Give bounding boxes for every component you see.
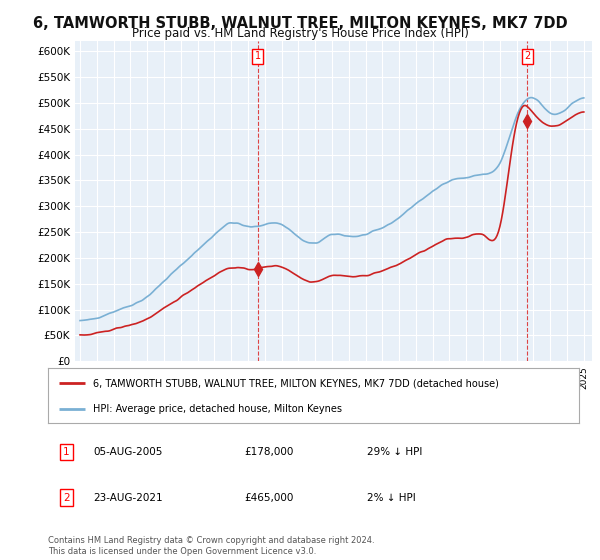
Text: 2: 2	[524, 52, 530, 62]
Text: 2% ↓ HPI: 2% ↓ HPI	[367, 493, 415, 502]
Text: Price paid vs. HM Land Registry's House Price Index (HPI): Price paid vs. HM Land Registry's House …	[131, 27, 469, 40]
Text: 2: 2	[63, 493, 70, 502]
Text: £465,000: £465,000	[244, 493, 294, 502]
Text: 6, TAMWORTH STUBB, WALNUT TREE, MILTON KEYNES, MK7 7DD: 6, TAMWORTH STUBB, WALNUT TREE, MILTON K…	[32, 16, 568, 31]
Text: 29% ↓ HPI: 29% ↓ HPI	[367, 447, 422, 457]
Text: £178,000: £178,000	[244, 447, 294, 457]
Text: HPI: Average price, detached house, Milton Keynes: HPI: Average price, detached house, Milt…	[93, 404, 342, 414]
Text: 1: 1	[254, 52, 261, 62]
Text: 1: 1	[63, 447, 70, 457]
Text: 05-AUG-2005: 05-AUG-2005	[93, 447, 163, 457]
Text: 6, TAMWORTH STUBB, WALNUT TREE, MILTON KEYNES, MK7 7DD (detached house): 6, TAMWORTH STUBB, WALNUT TREE, MILTON K…	[93, 379, 499, 388]
Text: Contains HM Land Registry data © Crown copyright and database right 2024.
This d: Contains HM Land Registry data © Crown c…	[48, 536, 374, 556]
Text: 23-AUG-2021: 23-AUG-2021	[93, 493, 163, 502]
